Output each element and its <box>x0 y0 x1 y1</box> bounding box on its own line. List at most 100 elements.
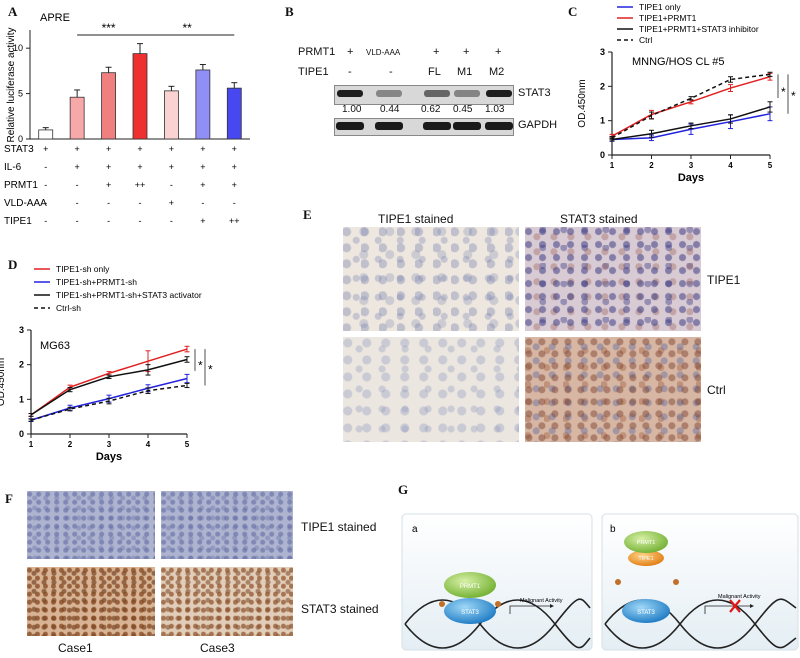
x-tick-label: 5 <box>185 440 190 449</box>
panel-f-case1-label: Case1 <box>58 641 93 655</box>
y-tick-label: 10 <box>13 43 23 53</box>
blot-row-label-prmt1: PRMT1 <box>298 46 336 58</box>
y-tick-label: 0 <box>19 429 24 439</box>
condition-cell: + <box>106 162 111 172</box>
case1-stat3-image <box>27 567 155 636</box>
blot-label-stat3: STAT3 <box>518 87 551 99</box>
condition-cell: - <box>170 180 173 190</box>
condition-cell: - <box>76 216 79 226</box>
x-tick-label: 2 <box>649 161 654 170</box>
significance-label: * <box>208 362 213 376</box>
blot-cell: VLD-AAA <box>366 48 401 57</box>
blot-band-stat3 <box>376 90 402 97</box>
case3-stat3-image <box>161 567 293 636</box>
series-line <box>30 358 188 416</box>
legend-label: TIPE1+PRMT1+STAT3 inhibitor <box>639 24 759 34</box>
bar <box>132 53 148 140</box>
chart-title: MNNG/HOS CL #5 <box>632 56 725 68</box>
schematic-box-a <box>401 513 593 651</box>
panel-f-row-label-tipe1: TIPE1 stained <box>301 520 377 534</box>
condition-row-label: VLD-AAA <box>4 198 47 209</box>
x-tick-label: 1 <box>610 161 615 170</box>
condition-cell: + <box>137 144 142 154</box>
condition-cell: + <box>200 216 205 226</box>
significance-label: * <box>198 358 203 372</box>
blot-band-stat3 <box>337 90 363 97</box>
blot-band-gapdh <box>423 122 451 130</box>
x-axis-label: Days <box>96 451 122 463</box>
blot-band-gapdh <box>453 122 481 130</box>
blot-cell: M1 <box>457 66 473 78</box>
condition-cell: + <box>75 144 80 154</box>
blot-cell: M2 <box>489 66 505 78</box>
panel-label-g: G <box>398 482 409 497</box>
legend-label: TIPE1-sh only <box>56 264 110 274</box>
condition-cell: - <box>44 162 47 172</box>
ihc-image-ctrl-tipe1stain <box>343 337 519 442</box>
blot-band-gapdh <box>375 122 403 130</box>
prmt1-protein-label: PRMT1 <box>460 584 481 590</box>
y-axis-label: Relative luciferase activity <box>6 27 17 142</box>
condition-cell: + <box>106 180 111 190</box>
series-line <box>30 348 188 416</box>
panel-e-row-label-ctrl: Ctrl <box>707 383 726 397</box>
phospho-dot <box>439 601 445 607</box>
blocked-cross-icon <box>729 599 741 613</box>
panel-label-a: A <box>8 4 18 19</box>
panel-f-case3-label: Case3 <box>200 641 235 655</box>
panel-label-c: C <box>568 4 578 19</box>
chart-title: APRE <box>40 12 70 24</box>
case3-tipe1-image <box>161 491 293 559</box>
condition-cell: - <box>201 198 204 208</box>
condition-row-label: STAT3 <box>4 144 34 155</box>
x-tick-label: 2 <box>68 440 73 449</box>
y-axis-label: OD.450nm <box>0 358 7 406</box>
condition-row-label: IL-6 <box>4 162 22 173</box>
y-tick-label: 1 <box>19 394 24 404</box>
condition-cell: - <box>76 180 79 190</box>
blot-cell: - <box>348 66 352 78</box>
blot-band-gapdh <box>485 122 513 130</box>
blot-cell: + <box>463 46 470 58</box>
y-tick-label: 3 <box>600 47 605 57</box>
bar <box>38 129 54 140</box>
blot-band-stat3 <box>424 90 450 97</box>
y-tick-label: 0 <box>18 134 23 144</box>
stat3-protein <box>622 599 670 623</box>
ihc-image-tipe1-tipe1stain <box>343 227 519 331</box>
blot-band-stat3 <box>486 90 512 97</box>
x-axis-label: Days <box>678 172 704 184</box>
legend-label: TIPE1+PRMT1 <box>639 13 697 23</box>
blot-row-label-tipe1: TIPE1 <box>298 66 329 78</box>
panel-e-row-label-tipe1: TIPE1 <box>707 273 741 287</box>
y-axis-label: OD.450nm <box>577 79 588 127</box>
dna-strand <box>604 599 797 649</box>
condition-cell: - <box>44 198 47 208</box>
blot-cell: + <box>433 46 440 58</box>
ihc-image-tipe1-stat3stain <box>525 227 701 331</box>
y-tick-label: 0 <box>600 150 605 160</box>
x-tick-label: 4 <box>728 161 733 170</box>
blot-quant: 0.45 <box>453 104 473 115</box>
y-tick-label: 2 <box>600 81 605 91</box>
condition-row-label: PRMT1 <box>4 180 38 191</box>
condition-cell: + <box>106 144 111 154</box>
condition-cell: + <box>43 144 48 154</box>
blot-cell: FL <box>428 66 441 78</box>
significance-label: * <box>791 89 796 103</box>
blot-label-gapdh: GAPDH <box>518 119 558 131</box>
y-tick-label: 3 <box>19 325 24 335</box>
phospho-dot <box>673 579 679 585</box>
panel-b-western-blot: PRMT1 TIPE1 + VLD-AAA + + + - - FL M1 M2… <box>290 0 560 140</box>
malignant-activity-label: Malignant Activity <box>718 594 761 600</box>
schematic-tag-a: a <box>412 524 418 535</box>
condition-cell: + <box>232 162 237 172</box>
activity-arrow <box>509 605 550 614</box>
condition-cell: + <box>75 162 80 172</box>
legend-label: TIPE1-sh+PRMT1-sh <box>56 277 137 287</box>
activity-arrowhead <box>750 604 754 608</box>
x-tick-label: 1 <box>29 440 34 449</box>
condition-cell: + <box>232 144 237 154</box>
